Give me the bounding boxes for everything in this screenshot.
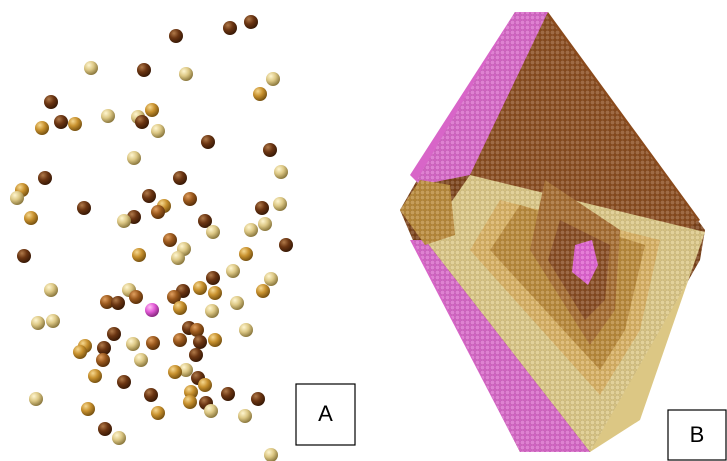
sphere [183, 395, 197, 409]
sphere [151, 124, 165, 138]
sphere [179, 67, 193, 81]
sphere [193, 335, 207, 349]
sphere [208, 286, 222, 300]
sphere [273, 197, 287, 211]
sphere [107, 327, 121, 341]
sphere [251, 392, 265, 406]
sphere [126, 337, 140, 351]
sphere [88, 369, 102, 383]
sphere [134, 353, 148, 367]
sphere [73, 345, 87, 359]
sphere [266, 72, 280, 86]
sphere [10, 191, 24, 205]
sphere [198, 378, 212, 392]
panel-label: B [690, 422, 705, 447]
sphere [54, 115, 68, 129]
sphere [31, 316, 45, 330]
sphere [117, 375, 131, 389]
sphere [135, 115, 149, 129]
sphere [173, 171, 187, 185]
sphere [239, 323, 253, 337]
sphere [173, 301, 187, 315]
sphere [244, 15, 258, 29]
sphere [239, 247, 253, 261]
sphere [253, 87, 267, 101]
sphere [204, 404, 218, 418]
sphere [226, 264, 240, 278]
sphere [77, 201, 91, 215]
sphere [173, 333, 187, 347]
sphere [38, 171, 52, 185]
sphere [97, 341, 111, 355]
sphere [274, 165, 288, 179]
sphere-cloud [10, 15, 293, 461]
sphere [256, 284, 270, 298]
sphere [223, 21, 237, 35]
sphere [132, 248, 146, 262]
sphere [96, 353, 110, 367]
sphere [44, 95, 58, 109]
sphere [171, 251, 185, 265]
sphere [112, 431, 126, 445]
sphere [205, 304, 219, 318]
sphere [163, 233, 177, 247]
sphere [98, 422, 112, 436]
sphere [29, 392, 43, 406]
sphere [68, 117, 82, 131]
sphere [151, 205, 165, 219]
crystal-texture [400, 12, 705, 452]
voxel-crystal [400, 12, 705, 452]
sphere [189, 348, 203, 362]
sphere [142, 189, 156, 203]
sphere [221, 387, 235, 401]
sphere [35, 121, 49, 135]
sphere [238, 409, 252, 423]
sphere [144, 388, 158, 402]
sphere [264, 448, 278, 461]
figure: A B [0, 0, 727, 461]
panel-label: A [318, 401, 333, 426]
sphere [258, 217, 272, 231]
sphere [279, 238, 293, 252]
sphere [183, 192, 197, 206]
sphere [208, 333, 222, 347]
sphere [201, 135, 215, 149]
sphere [101, 109, 115, 123]
sphere [264, 272, 278, 286]
sphere [145, 103, 159, 117]
sphere [111, 296, 125, 310]
sphere [190, 323, 204, 337]
sphere [127, 151, 141, 165]
sphere [169, 29, 183, 43]
sphere [151, 406, 165, 420]
sphere [230, 296, 244, 310]
sphere [206, 225, 220, 239]
sphere [263, 143, 277, 157]
sphere [145, 303, 159, 317]
sphere [206, 271, 220, 285]
sphere [137, 63, 151, 77]
sphere [81, 402, 95, 416]
sphere [129, 290, 143, 304]
sphere [244, 223, 258, 237]
sphere [24, 211, 38, 225]
sphere [117, 214, 131, 228]
sphere [168, 365, 182, 379]
sphere [44, 283, 58, 297]
sphere [84, 61, 98, 75]
sphere [146, 336, 160, 350]
sphere [193, 281, 207, 295]
sphere [17, 249, 31, 263]
sphere [255, 201, 269, 215]
sphere [46, 314, 60, 328]
